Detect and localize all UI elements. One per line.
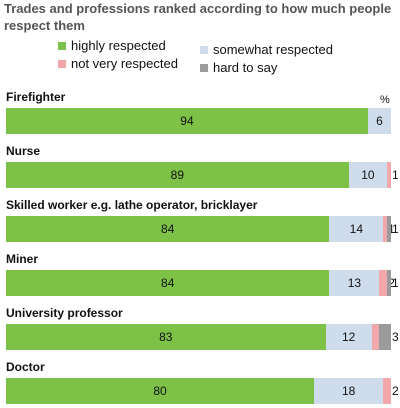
bar-segment	[367, 108, 391, 134]
bar-row: 84 13 2 1	[6, 270, 399, 296]
legend-swatch-not-very-respected	[58, 59, 66, 68]
legend-item-hard-to-say: hard to say	[200, 60, 277, 75]
legend-swatch-highly-respected	[58, 41, 66, 50]
data-label: 1	[392, 222, 399, 236]
bar-row: 84 14 1 1	[6, 216, 399, 242]
legend-swatch-hard-to-say	[200, 63, 208, 72]
data-label: 83	[159, 330, 173, 344]
legend-item-highly-respected: highly respected	[58, 38, 166, 53]
legend: highly respected somewhat respected not …	[0, 0, 400, 80]
bar-segment	[383, 216, 388, 242]
data-label: 14	[349, 222, 364, 236]
data-label: 84	[161, 222, 175, 236]
legend-label-somewhat-respected: somewhat respected	[213, 42, 333, 57]
bar-segment	[6, 216, 330, 242]
bar-segment	[371, 324, 380, 350]
category-label: University professor	[6, 306, 123, 320]
bar-segment	[379, 324, 391, 350]
bar-segment	[348, 162, 388, 188]
data-label: 6	[376, 114, 383, 128]
data-label: 94	[180, 114, 194, 128]
category-label: Miner	[6, 252, 39, 266]
data-label: 84	[161, 276, 175, 290]
data-label: 2	[388, 276, 395, 290]
bar-segment	[314, 378, 384, 404]
bar-segment	[6, 378, 314, 404]
legend-swatch-somewhat-respected	[200, 45, 208, 54]
legend-label-not-very-respected: not very respected	[71, 56, 178, 71]
data-label: 80	[153, 384, 167, 398]
bar-segment	[329, 270, 380, 296]
chart-title: Trades and professions ranked according …	[4, 1, 392, 33]
bar-segment	[6, 162, 349, 188]
bar-segment	[387, 270, 391, 296]
bar-segment	[379, 270, 388, 296]
category-label: Doctor	[6, 360, 45, 374]
data-label: 18	[341, 384, 356, 398]
legend-label-hard-to-say: hard to say	[213, 60, 278, 75]
legend-label-highly-respected: highly respected	[71, 38, 166, 53]
legend-item-somewhat-respected: somewhat respected	[200, 42, 333, 57]
bar-segment	[6, 108, 368, 134]
bar-segment	[329, 216, 384, 242]
data-label: 89	[170, 168, 184, 182]
bar-segment	[6, 270, 330, 296]
category-label: Skilled worker e.g. lathe operator, bric…	[6, 198, 258, 212]
category-label: Firefighter	[6, 90, 66, 104]
bar-segment	[387, 162, 391, 188]
data-label: 2	[392, 384, 399, 398]
bar-segment	[383, 378, 391, 404]
bar-row: 89 10 1	[6, 162, 399, 188]
data-label: 3	[392, 330, 399, 344]
bar-row: 94 6	[6, 108, 391, 134]
bar-row: 80 18 2	[6, 378, 399, 404]
data-label: 13	[347, 276, 362, 290]
bar-row: 831223	[6, 324, 399, 350]
data-label: 10	[361, 168, 375, 182]
bar-segment	[325, 324, 372, 350]
legend-item-not-very-respected: not very respected	[58, 56, 178, 71]
data-label: 1	[388, 222, 395, 236]
bar-segment	[387, 216, 391, 242]
data-label: 1	[392, 276, 399, 290]
category-label: Nurse	[6, 144, 41, 158]
unit-label: %	[380, 94, 390, 106]
data-label: 12	[341, 330, 356, 344]
data-label: 1	[392, 168, 399, 182]
bar-segment	[6, 324, 326, 350]
